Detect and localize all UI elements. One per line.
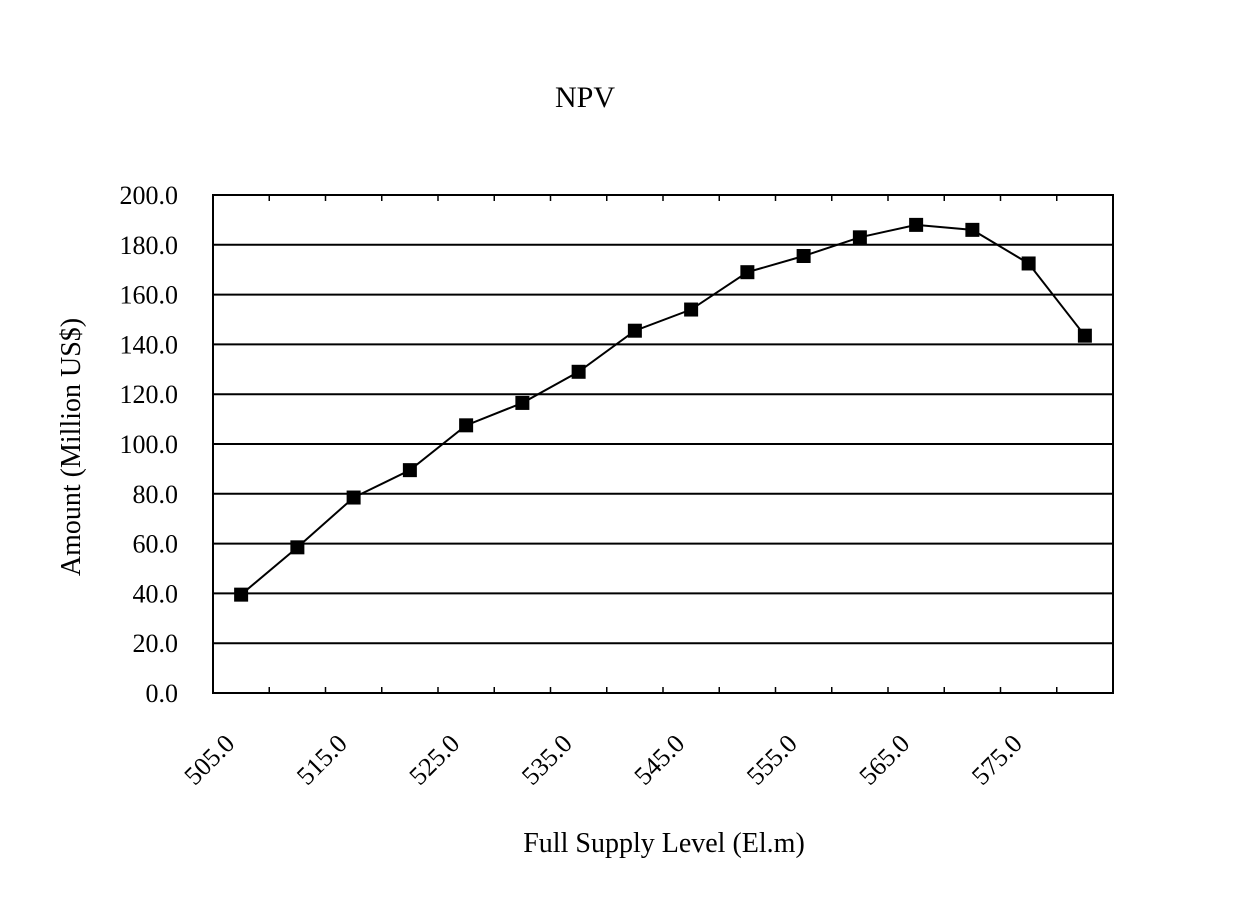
- y-tick-label: 60.0: [133, 530, 179, 559]
- y-tick-label: 0.0: [146, 679, 179, 708]
- x-tick-label: 555.0: [741, 729, 803, 791]
- data-point-marker: [852, 230, 867, 245]
- data-point-marker: [346, 490, 361, 505]
- x-axis-label: Full Supply Level (El.m): [523, 828, 805, 859]
- x-tick-label: 545.0: [628, 729, 690, 791]
- data-point-marker: [796, 249, 811, 264]
- data-point-marker: [402, 463, 417, 478]
- y-axis-label: Amount (Million US$): [56, 318, 87, 576]
- data-point-marker: [459, 418, 474, 433]
- y-tick-label: 200.0: [120, 181, 179, 210]
- data-point-marker: [571, 364, 586, 379]
- data-point-marker: [290, 540, 305, 555]
- chart-title: NPV: [555, 81, 615, 114]
- data-point-marker: [234, 587, 249, 602]
- x-axis-tick-labels: 505.0 515.0 525.0 535.0 545.0 555.0 565.0 575.0: [178, 729, 1027, 791]
- y-tick-label: 120.0: [120, 380, 179, 409]
- y-tick-label: 20.0: [133, 629, 179, 658]
- data-point-marker: [1077, 328, 1092, 343]
- x-tick-label: 515.0: [291, 729, 353, 791]
- y-tick-label: 80.0: [133, 480, 179, 509]
- y-tick-label: 140.0: [120, 330, 179, 359]
- x-tick-label: 505.0: [178, 729, 240, 791]
- y-tick-label: 160.0: [120, 281, 179, 310]
- y-axis-tick-labels: 0.0 20.0 40.0 60.0 80.0 100.0 120.0 140.0 160.0 1…: [120, 181, 179, 708]
- x-tick-label: 535.0: [516, 729, 578, 791]
- x-tick-label: 565.0: [853, 729, 915, 791]
- data-point-marker: [965, 222, 980, 237]
- x-tick-label: 525.0: [403, 729, 465, 791]
- data-point-marker: [1021, 256, 1036, 271]
- data-point-marker: [740, 265, 755, 280]
- grid-lines: [213, 243, 1113, 645]
- x-tick-label: 575.0: [966, 729, 1028, 791]
- data-point-marker: [684, 302, 699, 317]
- npv-series-markers: [234, 217, 1092, 602]
- data-point-marker: [627, 323, 642, 338]
- y-tick-label: 40.0: [133, 579, 179, 608]
- data-point-marker: [909, 217, 924, 232]
- npv-series-line: [240, 223, 1086, 596]
- data-point-marker: [515, 395, 530, 410]
- y-tick-label: 180.0: [120, 231, 179, 260]
- y-tick-label: 100.0: [120, 430, 179, 459]
- x-axis-ticks: [268, 195, 1058, 693]
